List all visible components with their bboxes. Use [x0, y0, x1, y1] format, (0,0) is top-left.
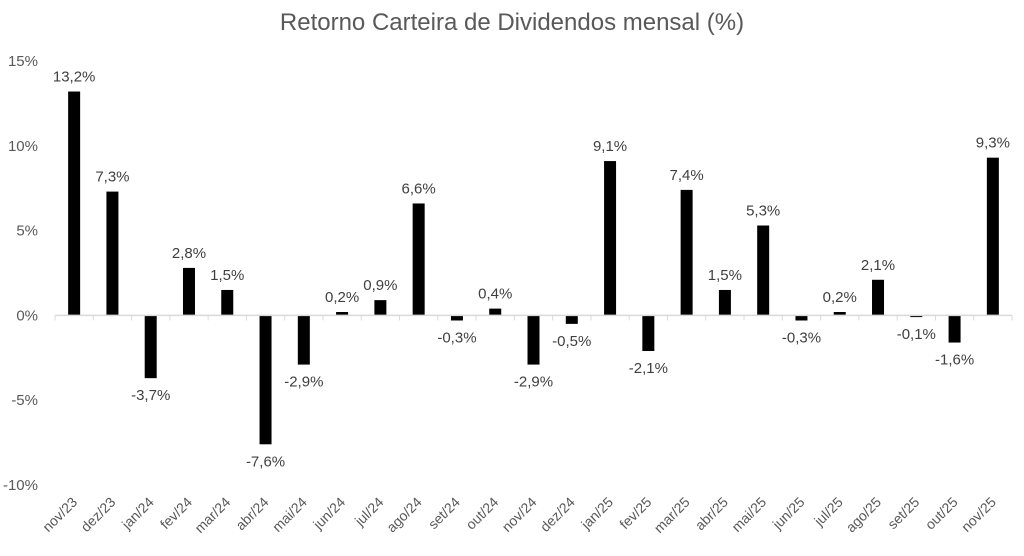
data-label: -0,3%	[782, 329, 821, 346]
x-tick-label: mai/25	[728, 494, 769, 535]
bar	[297, 315, 310, 365]
x-tick-label: set/24	[425, 494, 463, 532]
bar	[948, 315, 961, 343]
bar	[336, 312, 349, 316]
x-tick-label: jun/24	[309, 494, 348, 533]
data-label: -2,9%	[514, 374, 553, 391]
data-label: -2,9%	[284, 374, 323, 391]
bar	[489, 308, 502, 316]
data-label: -0,1%	[897, 326, 936, 343]
x-tick-label: fev/25	[616, 494, 654, 532]
bar	[106, 191, 119, 316]
x-tick-label: fev/24	[157, 494, 195, 532]
y-tick-label: 5%	[16, 223, 38, 240]
data-label: 0,2%	[325, 289, 359, 306]
bar	[182, 267, 195, 316]
x-tick-label: ago/24	[383, 494, 425, 536]
y-tick-label: -5%	[11, 392, 38, 409]
y-tick-label: 10%	[8, 138, 38, 155]
bar	[718, 289, 731, 316]
x-tick-label: dez/23	[77, 494, 118, 535]
bar	[680, 189, 693, 316]
x-tick-label: ago/25	[843, 494, 885, 536]
data-label: 7,3%	[95, 169, 129, 186]
data-label: -0,5%	[552, 333, 591, 350]
x-tick-label: abr/24	[232, 494, 272, 534]
x-tick-label: jul/24	[351, 494, 387, 530]
bar	[259, 315, 272, 445]
data-label: 0,2%	[823, 289, 857, 306]
y-tick-label: -10%	[3, 477, 38, 494]
x-tick-label: jul/25	[810, 494, 846, 530]
x-tick-label: mar/24	[191, 494, 233, 536]
x-tick-label: mar/25	[651, 494, 693, 536]
data-label: -7,6%	[246, 453, 285, 470]
data-label: 5,3%	[746, 203, 780, 220]
chart-title: Retorno Carteira de Dividendos mensal (%…	[280, 9, 744, 36]
data-label: -0,3%	[437, 329, 476, 346]
bar	[565, 315, 578, 324]
bar	[833, 312, 846, 316]
bar	[221, 289, 234, 316]
bar	[450, 315, 463, 321]
data-label: 13,2%	[53, 69, 96, 86]
x-tick-label: set/25	[884, 494, 922, 532]
data-labels: 13,2%7,3%-3,7%2,8%1,5%-7,6%-2,9%0,2%0,9%…	[53, 69, 1010, 471]
data-label: -1,6%	[935, 352, 974, 369]
data-label: 0,4%	[478, 286, 512, 303]
x-tick-label: nov/24	[499, 494, 540, 535]
y-tick-label: 0%	[16, 307, 38, 324]
data-label: 9,1%	[593, 138, 627, 155]
x-tick-label: nov/23	[39, 494, 80, 535]
bar	[986, 157, 999, 316]
bar	[795, 315, 808, 321]
x-tick-label: abr/25	[692, 494, 732, 534]
data-label: -3,7%	[131, 387, 170, 404]
data-label: 7,4%	[670, 167, 704, 184]
bar	[872, 279, 885, 316]
bar	[374, 300, 387, 316]
x-tick-label: mai/24	[269, 494, 310, 535]
y-tick-label: 15%	[8, 53, 38, 70]
bar	[910, 315, 923, 318]
x-tick-label: dez/24	[537, 494, 578, 535]
bar	[642, 315, 655, 352]
x-tick-label: out/25	[922, 494, 961, 533]
bar	[68, 91, 81, 316]
bar	[604, 161, 617, 316]
y-axis: 15% 10% 5% 0% -5% -10%	[3, 53, 38, 494]
data-label: 2,8%	[172, 245, 206, 262]
x-tick-label: out/24	[462, 494, 501, 533]
bars	[68, 91, 999, 445]
x-tick-label: jan/25	[577, 494, 616, 533]
x-tick-label: nov/25	[958, 494, 999, 535]
data-label: 6,6%	[402, 180, 436, 197]
data-label: 1,5%	[708, 267, 742, 284]
x-tick-label: jun/25	[769, 494, 808, 533]
data-label: 2,1%	[861, 257, 895, 274]
bar	[144, 315, 157, 379]
x-tick-label: jan/24	[118, 494, 157, 533]
data-label: 9,3%	[976, 135, 1010, 152]
bar	[412, 203, 425, 316]
data-label: 0,9%	[363, 277, 397, 294]
data-label: 1,5%	[210, 267, 244, 284]
bar	[757, 225, 770, 316]
bar	[527, 315, 540, 365]
data-label: -2,1%	[629, 360, 668, 377]
